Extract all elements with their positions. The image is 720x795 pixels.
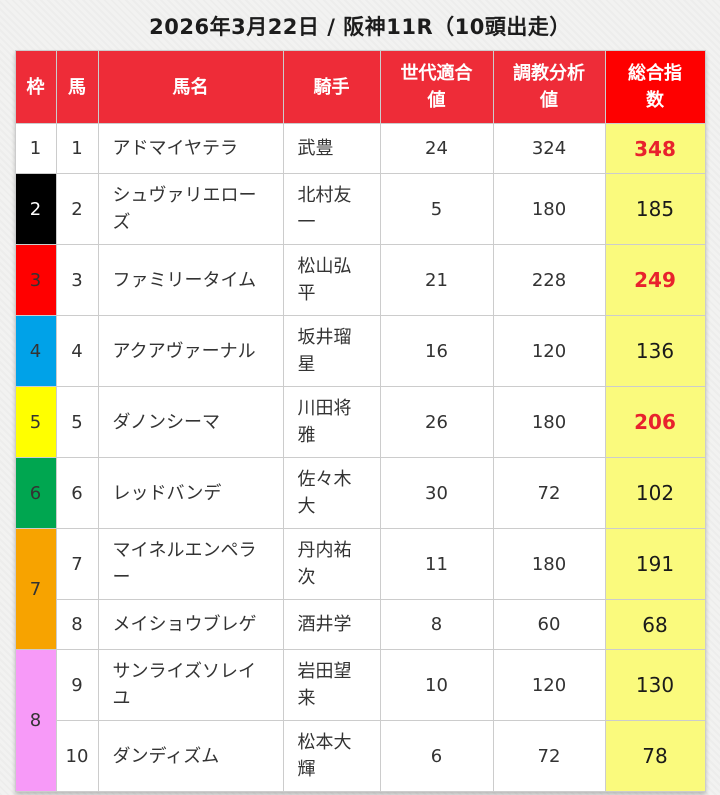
table-row: 5 5 ダノンシーマ 川田将雅 26 180 206 [14, 386, 706, 458]
table-row: 1 1 アドマイヤテラ 武豊 24 324 348 [14, 123, 706, 174]
race-table: 枠 馬 馬名 騎手 世代適合値 調教分析値 総合指数 1 1 アドマイヤテラ 武… [14, 50, 706, 792]
training-analysis-value-cell: 324 [492, 123, 606, 174]
training-analysis-value-cell: 180 [492, 173, 606, 245]
jockey-name-cell: 武豊 [282, 123, 381, 174]
training-analysis-value-cell: 180 [492, 386, 606, 458]
generation-fit-value-cell: 16 [379, 315, 494, 387]
horse-name-cell: ダンディズム [97, 720, 284, 792]
training-analysis-value-cell: 180 [492, 528, 606, 600]
generation-fit-value-cell: 30 [379, 457, 494, 529]
horse-name-cell: ダノンシーマ [97, 386, 284, 458]
total-index-cell: 68 [604, 599, 706, 650]
header-row: 枠 馬 馬名 騎手 世代適合値 調教分析値 総合指数 [14, 50, 706, 124]
generation-fit-value-cell: 21 [379, 244, 494, 316]
jockey-name-cell: 酒井学 [282, 599, 381, 650]
page-title: 2026年3月22日 / 阪神11R（10頭出走） [149, 15, 571, 39]
training-analysis-value-cell: 228 [492, 244, 606, 316]
horse-number-cell: 10 [55, 720, 99, 792]
frame-number-cell: 5 [14, 386, 57, 458]
horse-number-cell: 2 [55, 173, 99, 245]
horse-name-cell: レッドバンデ [97, 457, 284, 529]
jockey-name-cell: 松山弘平 [282, 244, 381, 316]
total-index-cell: 348 [604, 123, 706, 174]
horse-number-cell: 8 [55, 599, 99, 650]
jockey-name-cell: 北村友一 [282, 173, 381, 245]
generation-fit-value-cell: 11 [379, 528, 494, 600]
table-row: 7 7 マイネルエンペラー 丹内祐次 11 180 191 [14, 528, 706, 650]
total-index-cell: 130 [604, 649, 706, 721]
total-index-cell: 185 [604, 173, 706, 245]
table-row: 4 4 アクアヴァーナル 坂井瑠星 16 120 136 [14, 315, 706, 387]
training-analysis-value-cell: 120 [492, 649, 606, 721]
training-analysis-value-cell: 120 [492, 315, 606, 387]
frame-number-cell: 8 [14, 649, 57, 792]
frame-number-cell: 3 [14, 244, 57, 316]
total-index-cell: 136 [604, 315, 706, 387]
header-jockey: 騎手 [282, 50, 381, 124]
total-index-cell: 249 [604, 244, 706, 316]
table-row: 3 3 ファミリータイム 松山弘平 21 228 249 [14, 244, 706, 316]
horse-number-cell: 4 [55, 315, 99, 387]
horse-name-cell: アドマイヤテラ [97, 123, 284, 174]
frame-number-cell: 6 [14, 457, 57, 529]
jockey-name-cell: 佐々木大 [282, 457, 381, 529]
generation-fit-value-cell: 8 [379, 599, 494, 650]
horse-name-cell: シュヴァリエローズ [97, 173, 284, 245]
generation-fit-value-cell: 26 [379, 386, 494, 458]
horse-name-cell: メイショウブレゲ [97, 599, 284, 650]
total-index-cell: 206 [604, 386, 706, 458]
total-index-cell: 191 [604, 528, 706, 600]
header-total-index: 総合指数 [604, 50, 706, 124]
table-row: 2 2 シュヴァリエローズ 北村友一 5 180 185 [14, 173, 706, 245]
horse-number-cell: 9 [55, 649, 99, 721]
header-generation-fit-value: 世代適合値 [379, 50, 494, 124]
horse-name-cell: アクアヴァーナル [97, 315, 284, 387]
training-analysis-value-cell: 72 [492, 457, 606, 529]
header-training-analysis-value: 調教分析値 [492, 50, 606, 124]
horse-number-cell: 3 [55, 244, 99, 316]
horse-number-cell: 7 [55, 528, 99, 600]
horse-number-cell: 6 [55, 457, 99, 529]
horse-name-cell: ファミリータイム [97, 244, 284, 316]
jockey-name-cell: 岩田望来 [282, 649, 381, 721]
frame-number-cell: 1 [14, 123, 57, 174]
horse-name-cell: マイネルエンペラー [97, 528, 284, 600]
jockey-name-cell: 松本大輝 [282, 720, 381, 792]
table-row: 8 9 サンライズソレイユ 岩田望来 10 120 130 [14, 649, 706, 792]
total-index-cell: 102 [604, 457, 706, 529]
generation-fit-value-cell: 5 [379, 173, 494, 245]
generation-fit-value-cell: 24 [379, 123, 494, 174]
training-analysis-value-cell: 60 [492, 599, 606, 650]
table-row: 8 メイショウブレゲ 酒井学 8 60 68 [15, 599, 706, 650]
header-horse-name: 馬名 [97, 50, 284, 124]
jockey-name-cell: 川田将雅 [282, 386, 381, 458]
horse-name-cell: サンライズソレイユ [97, 649, 284, 721]
jockey-name-cell: 坂井瑠星 [282, 315, 381, 387]
training-analysis-value-cell: 72 [492, 720, 606, 792]
frame-number-cell: 2 [14, 173, 57, 245]
frame-number-cell: 7 [14, 528, 57, 650]
jockey-name-cell: 丹内祐次 [282, 528, 381, 600]
generation-fit-value-cell: 6 [379, 720, 494, 792]
horse-number-cell: 5 [55, 386, 99, 458]
header-horse-number: 馬 [55, 50, 99, 124]
header-frame: 枠 [14, 50, 57, 124]
total-index-cell: 78 [604, 720, 706, 792]
table-row: 6 6 レッドバンデ 佐々木大 30 72 102 [14, 457, 706, 529]
table-row: 10 ダンディズム 松本大輝 6 72 78 [15, 720, 706, 792]
horse-number-cell: 1 [55, 123, 99, 174]
generation-fit-value-cell: 10 [379, 649, 494, 721]
frame-number-cell: 4 [14, 315, 57, 387]
